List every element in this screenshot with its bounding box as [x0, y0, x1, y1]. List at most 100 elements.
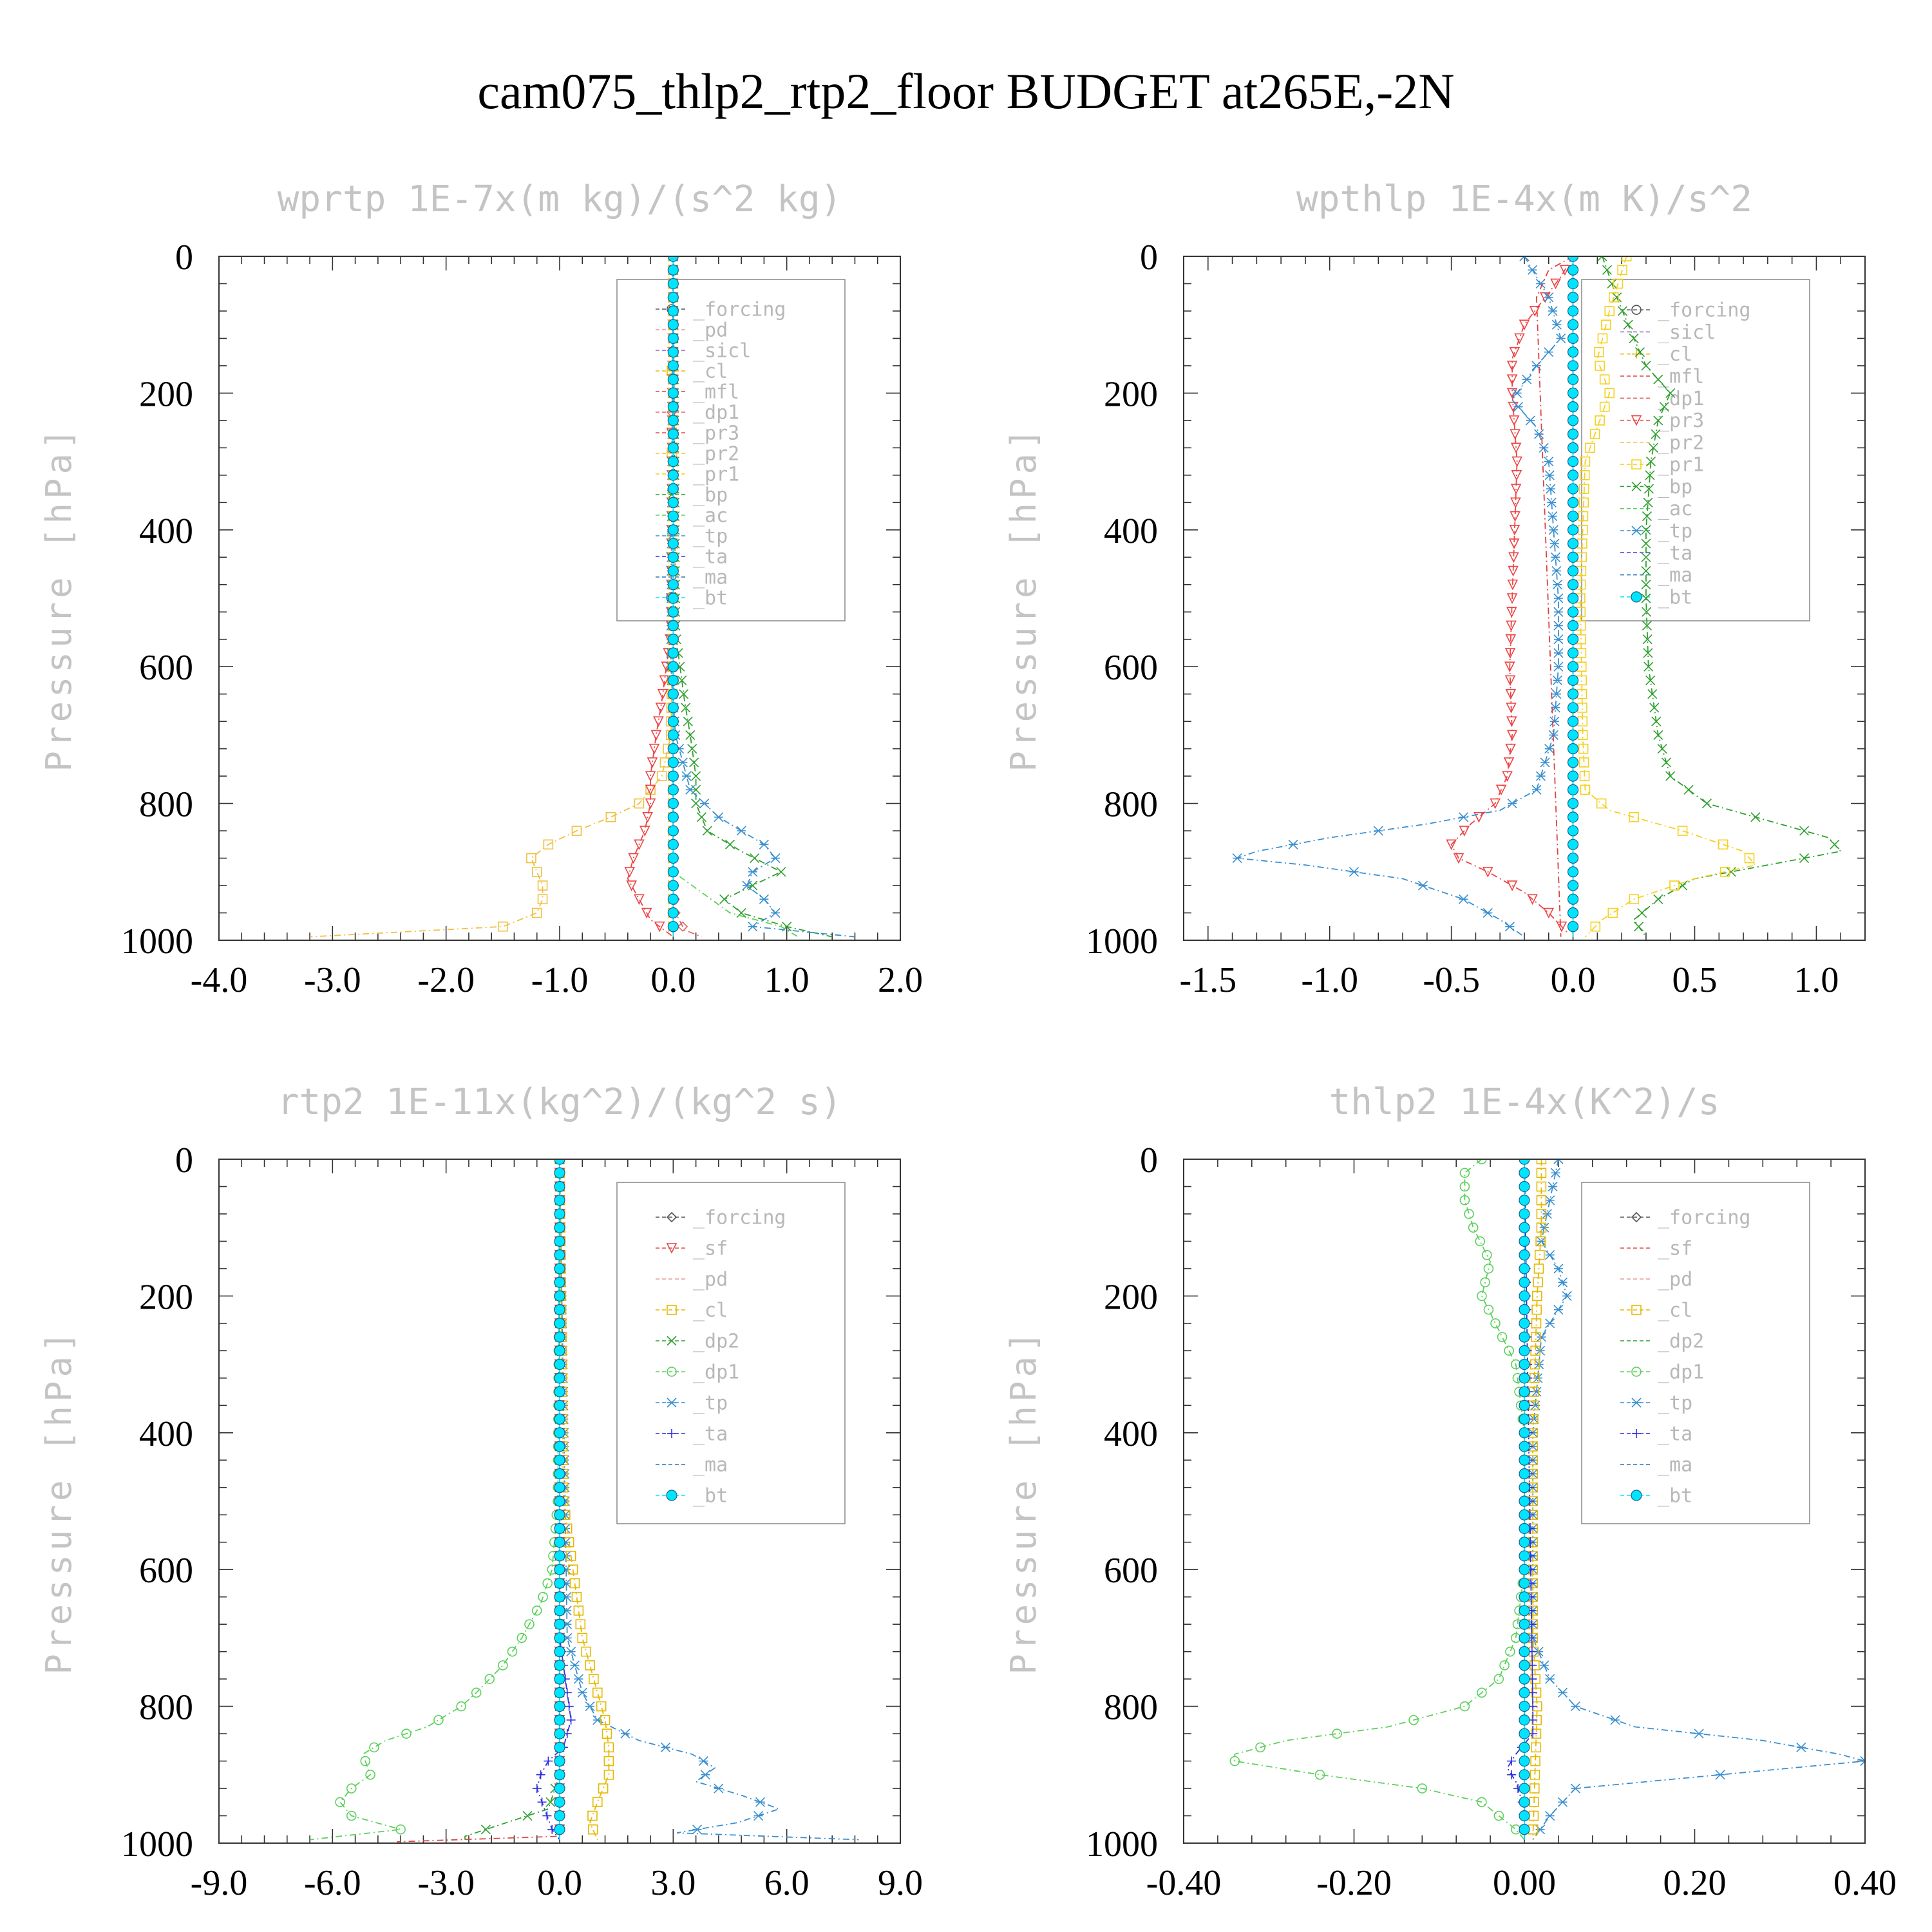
data-point	[667, 360, 679, 372]
series-bt	[1567, 256, 1579, 937]
data-point	[1506, 730, 1518, 741]
data-point	[1519, 1660, 1530, 1671]
data-point	[667, 442, 679, 453]
series-line	[397, 1159, 560, 1842]
data-point	[1529, 1783, 1540, 1794]
data-point	[1506, 607, 1517, 618]
data-point	[1519, 1304, 1530, 1316]
data-point	[1543, 907, 1555, 919]
data-point	[1634, 347, 1645, 357]
data-point	[1506, 374, 1518, 385]
data-point	[605, 812, 616, 822]
legend-marker	[1631, 1211, 1642, 1223]
data-point	[1799, 853, 1810, 864]
data-point	[1744, 853, 1755, 864]
x-tick-label: 1.0	[1794, 960, 1839, 1000]
data-point	[1539, 1660, 1549, 1671]
legend-label: _tp	[693, 526, 728, 548]
data-point	[1519, 319, 1530, 330]
data-point	[1505, 688, 1517, 700]
data-point	[1567, 360, 1579, 372]
data-point	[1519, 1741, 1530, 1753]
data-point	[554, 1413, 565, 1425]
data-point	[1567, 415, 1579, 426]
data-point	[1527, 894, 1538, 905]
data-point	[1661, 757, 1671, 768]
data-point	[692, 1824, 703, 1835]
data-point	[642, 812, 653, 823]
data-point	[714, 1783, 724, 1794]
data-point	[1511, 456, 1522, 468]
data-point	[1567, 757, 1579, 768]
plot-frame	[218, 1159, 901, 1844]
data-point	[1551, 689, 1562, 699]
data-point	[1578, 743, 1589, 754]
data-point	[667, 634, 679, 645]
x-tick-label: 0.40	[1833, 1863, 1897, 1903]
data-point	[1553, 1159, 1564, 1164]
data-point	[1505, 743, 1516, 755]
data-point	[1623, 319, 1633, 330]
data-point	[1642, 620, 1653, 631]
series-bt	[667, 256, 679, 937]
data-point	[1507, 579, 1519, 591]
data-point	[1552, 675, 1562, 686]
data-point	[1477, 1291, 1487, 1302]
data-point	[1514, 333, 1525, 345]
data-point	[542, 1578, 553, 1589]
legend-label: _cl	[693, 361, 728, 383]
legend-label: _ta	[693, 546, 728, 569]
legend-label: _forcing	[693, 299, 786, 321]
data-point	[531, 867, 542, 877]
data-point	[1548, 511, 1558, 522]
legend-item: _cl	[1620, 343, 1692, 366]
data-point	[1519, 1728, 1530, 1739]
data-point	[569, 1578, 580, 1589]
data-point	[628, 853, 639, 864]
data-point	[1544, 347, 1554, 357]
legend: _forcing _sf _pd _cl _dp2 _dp1 _tp _ta _ma _bt	[1581, 1182, 1810, 1524]
data-point	[1545, 1318, 1555, 1329]
legend-item: _forcing	[656, 1207, 786, 1229]
data-point	[554, 1646, 565, 1658]
y-tick-label: 1000	[1086, 1824, 1158, 1864]
legend-item: _ma	[656, 1454, 728, 1477]
data-point	[1505, 634, 1517, 645]
data-point	[1513, 402, 1524, 412]
data-point	[1718, 839, 1728, 850]
data-point	[1408, 1715, 1419, 1725]
data-point	[1567, 428, 1579, 440]
data-point	[1567, 784, 1579, 795]
data-point	[1567, 497, 1579, 508]
data-point	[554, 1249, 565, 1261]
data-point	[1530, 1770, 1540, 1780]
data-point	[554, 1564, 565, 1575]
data-point	[667, 715, 679, 727]
data-point	[554, 1810, 565, 1822]
data-point	[1532, 1291, 1542, 1302]
data-point	[1505, 1646, 1515, 1657]
data-point	[1683, 784, 1694, 795]
legend-marker	[1631, 1397, 1642, 1408]
data-point	[1510, 511, 1520, 522]
data-point	[564, 1701, 574, 1711]
data-point	[569, 1660, 580, 1671]
y-axis-label: Pressure [hPa]	[1003, 424, 1044, 772]
data-point	[1519, 1673, 1530, 1685]
data-point	[667, 256, 679, 262]
data-point	[1508, 552, 1519, 564]
data-point	[667, 387, 679, 399]
data-point	[1507, 1770, 1517, 1779]
data-point	[544, 1756, 553, 1766]
data-point	[1507, 1756, 1517, 1766]
legend-marker	[1631, 591, 1642, 603]
panel-title: thlp2 1E-4x(K^2)/s	[1329, 1081, 1720, 1123]
data-point	[1567, 880, 1579, 891]
data-point	[1567, 702, 1579, 714]
series-pr3	[1446, 256, 1576, 934]
legend-item: _ma	[1620, 564, 1692, 587]
data-point	[554, 1468, 565, 1480]
y-tick-label: 0	[175, 238, 193, 278]
data-point	[1519, 1331, 1530, 1343]
x-tick-label: -1.0	[531, 960, 589, 1000]
